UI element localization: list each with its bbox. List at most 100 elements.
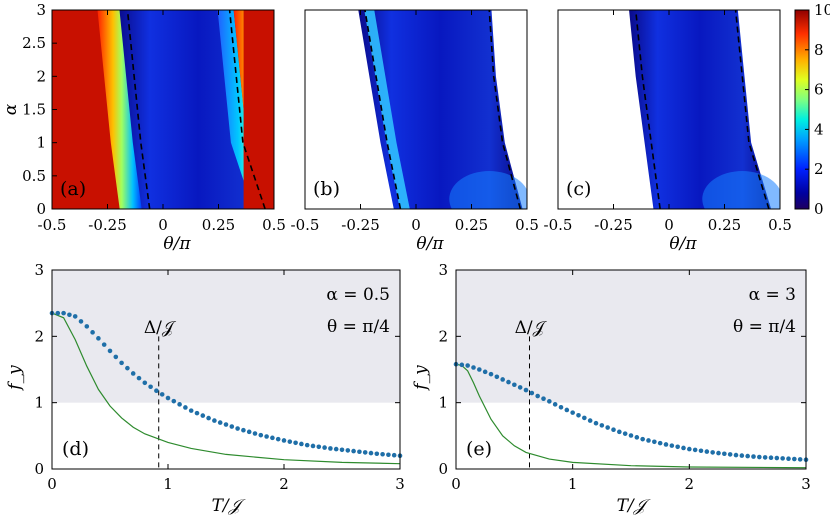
series-dot [96,336,101,341]
y-axis-label: f_y [5,365,25,392]
x-tick-label: 0 [451,475,461,493]
series-dot [316,444,322,450]
panel-label: (c) [566,178,591,200]
heatmap-right-transition [217,10,270,209]
series-dot [206,415,211,421]
series-dot [459,362,465,368]
series-dot [733,452,739,458]
heatmap-panel-a: -0.5 -0.25 0 0.25 0.5 θ/π (a) 0 0.5 1 1.5 2 2.5 3 α [1,1,286,254]
colorbar-tick-label: 10 [814,1,830,19]
x-tick-label: 0.5 [515,216,539,234]
series-dot [762,455,768,460]
boundary-dashed-curve [126,10,151,209]
shaded-region [52,270,400,403]
x-tick-label: 0.25 [708,216,741,234]
series-dot [107,348,113,354]
series-dot [710,450,715,455]
x-tick-label: -0.25 [594,216,632,234]
y-tick-label: 1.5 [22,101,46,119]
series-dot [345,448,351,453]
series-dot [264,434,269,439]
series-dot [72,314,78,319]
series-dot [322,445,327,450]
x-tick-label: 3 [801,475,811,493]
series-line [51,312,401,465]
series-dot [622,431,628,436]
panel-label: (e) [466,438,492,460]
x-tick-label: -0.25 [341,216,379,234]
shaded-region [456,270,806,403]
series-dot [287,439,293,444]
series-dot [523,387,529,393]
series-dot [564,407,570,413]
series-dot [757,454,762,460]
parameter-annotation: θ = π/4 [327,317,390,337]
series-dot [547,399,552,404]
colorbar-tick-label: 0 [814,200,824,218]
series-dot [657,440,663,446]
series-dot [171,398,177,404]
series-dot [223,422,229,427]
series-dot [275,436,281,442]
series-dot [535,393,540,399]
series-dot [506,379,511,385]
series-dot [675,444,680,450]
series-dot [67,312,72,318]
series-dot [328,446,333,451]
series-dot [235,426,240,431]
series-dot [229,424,235,429]
parameter-annotation: α = 0.5 [326,285,390,305]
series-dot [494,374,500,380]
panel-label: (b) [313,178,340,200]
x-tick-label: 0.5 [262,216,286,234]
series-dot [605,425,610,430]
series-dot [113,354,119,360]
y-tick-label: 2 [36,67,46,85]
series-dot [587,418,593,423]
series-line [455,363,807,469]
series-dot [617,429,622,435]
colorbar-tick-label: 2 [814,160,824,178]
series-dot [200,413,206,418]
series-dot [465,363,470,368]
y-tick-label: 1 [36,134,46,152]
series-dot [745,453,750,459]
series-dot [687,446,692,452]
series-dot [529,390,535,396]
gap-marker-label: Δ/𝒥 [515,318,548,338]
series-dot [541,396,546,401]
x-tick-label: 0 [47,475,57,493]
y-tick-label: 0 [438,460,448,478]
boundary-dashed-curve [364,10,402,209]
series-dot [611,427,616,432]
series-dot [165,395,171,401]
series-dot [281,438,287,443]
line-panel-e: Δ/𝒥 0 1 2 3 0 1 2 3 T/𝒥 f_y α = 3 θ = π/4 (e) [411,261,811,516]
series-dot [500,377,505,382]
series-dot [374,451,380,457]
panel-label: (d) [62,438,89,460]
series-dot [517,385,523,390]
series-dot [640,436,645,442]
x-axis-label: θ/π [163,234,191,254]
series-dot [339,447,345,453]
y-tick-label: 2.5 [22,34,46,52]
series-dot [362,450,368,455]
x-tick-label: 0.5 [768,216,792,234]
series-dot [119,360,124,366]
series-dot [368,450,374,456]
series-dot [159,392,165,397]
x-tick-label: 2 [279,475,289,493]
colorbar: 0 2 4 6 8 10 [794,1,830,218]
heatmap-right-background [243,10,274,209]
series-dot [130,371,136,376]
boundary-dashed-curve [734,10,770,209]
series-dot [154,388,159,394]
heatmap-blue-region [629,10,772,209]
x-axis-label: θ/π [669,234,697,254]
series-dot [84,324,90,329]
series-dot [716,450,721,456]
series-dot [136,375,142,381]
series-dot [386,452,391,458]
x-tick-label: 0.25 [202,216,235,234]
